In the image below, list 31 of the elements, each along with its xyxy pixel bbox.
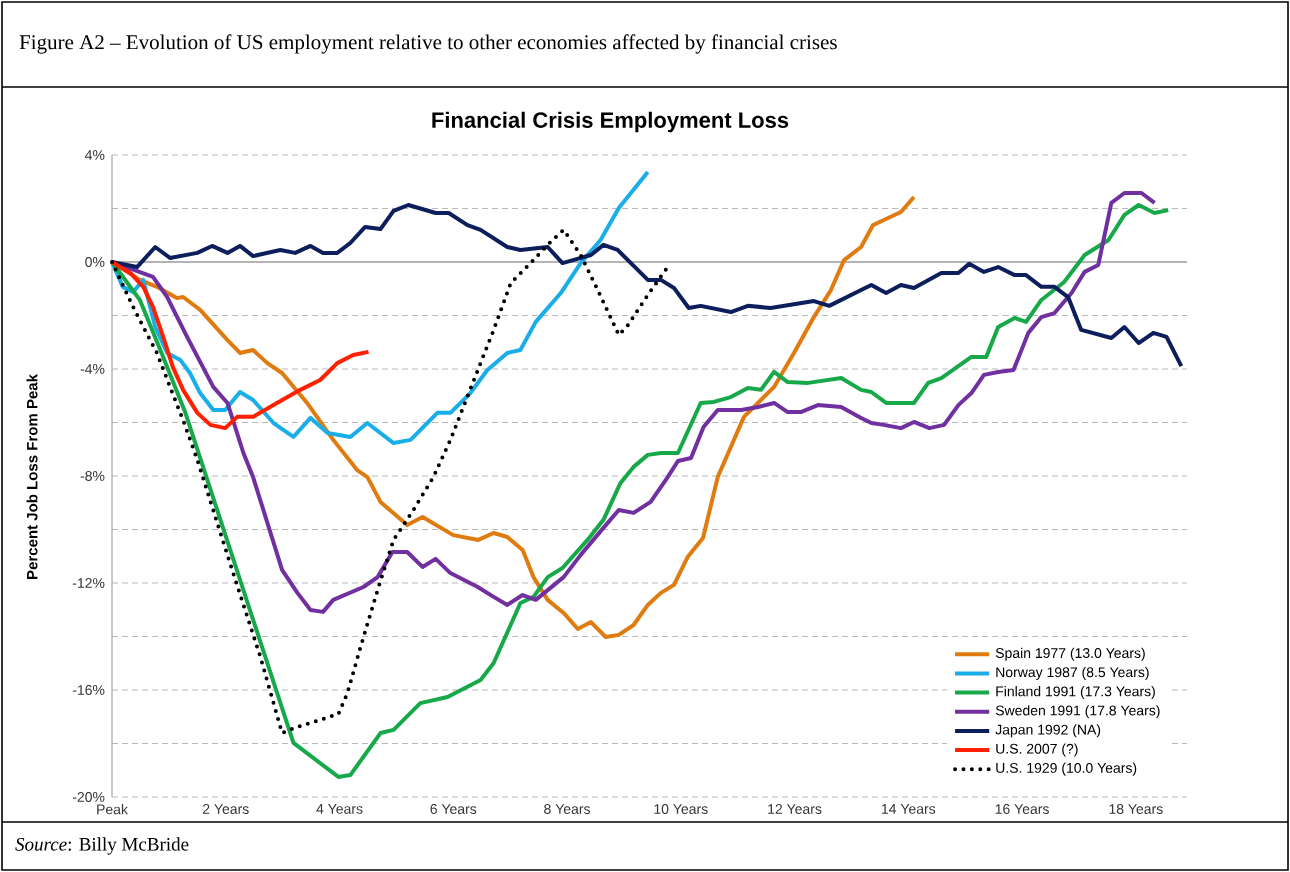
x-tick-label: 12 Years [768,804,822,814]
x-tick-label: 8 Years [544,804,590,814]
x-tick-label: Peak [97,804,128,815]
x-tick-label: 10 Years [654,804,708,814]
legend-label: U.S. 2007 (?) [996,743,1078,757]
y-tick-label: -16% [72,685,105,695]
x-tick-label: 4 Years [316,804,363,814]
x-tick-label: 2 Years [202,804,249,814]
y-tick-label: -4% [80,364,105,374]
x-tick-label: 6 Years [430,804,477,814]
y-tick-label: 0% [85,257,105,267]
y-tick-label: 4% [85,150,105,160]
legend-label: Finland 1991 (17.3 Years) [996,686,1155,700]
y-tick-label: -8% [80,471,105,481]
y-tick-label: -12% [72,578,105,588]
line-series [110,170,650,446]
x-tick-label: 14 Years [881,804,936,814]
legend-label: U.S. 1929 (10.0 Years) [996,762,1137,776]
legend-label: Japan 1992 (NA) [995,724,1101,738]
text: Source: Billy McBride [15,837,189,855]
legend-label: Norway 1987 (8.5 Years) [996,666,1149,680]
chart-title: Financial Crisis Employment Loss [432,111,789,133]
legend-label: Spain 1977 (13.0 Years) [995,647,1145,661]
line-series [110,259,371,431]
x-tick-label: 16 Years [995,804,1049,814]
legend-label: Sweden 1991 (17.8 Years) [995,705,1160,719]
line-series [110,203,1171,779]
y-tick-label: -20% [72,792,105,802]
y-axis-title: Percent Job Loss From Peak [26,374,38,579]
caption: Figure A2 – Evolution of US employment relative to other economies affected by financial crises [19,34,837,54]
x-tick-label: 18 Years [1109,804,1163,814]
